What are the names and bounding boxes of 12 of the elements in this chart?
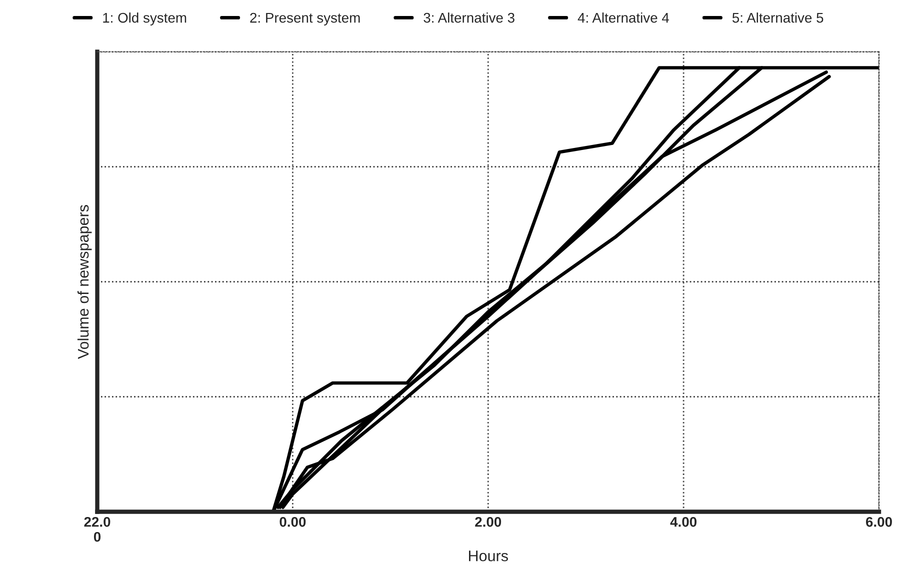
legend-label: 1: Old system xyxy=(103,12,186,26)
x-axis-title: Hours xyxy=(469,550,508,562)
x-tick-label: 0.00 xyxy=(280,516,306,527)
legend-label: 3: Alternative 3 xyxy=(424,12,514,23)
x-tick-label: 4.00 xyxy=(670,516,697,527)
legend-label: 2: Present system xyxy=(250,12,360,26)
legend-label: 5: Alternative 5 xyxy=(732,12,824,23)
x-tick-label: 6.00 xyxy=(866,516,892,527)
y-axis-title: Volume of newspapers xyxy=(77,205,92,359)
x-tick-label: 22.0 0 xyxy=(84,516,110,542)
x-tick-label: 2.00 xyxy=(475,516,502,527)
legend-label: 4: Alternative 4 xyxy=(578,12,669,23)
